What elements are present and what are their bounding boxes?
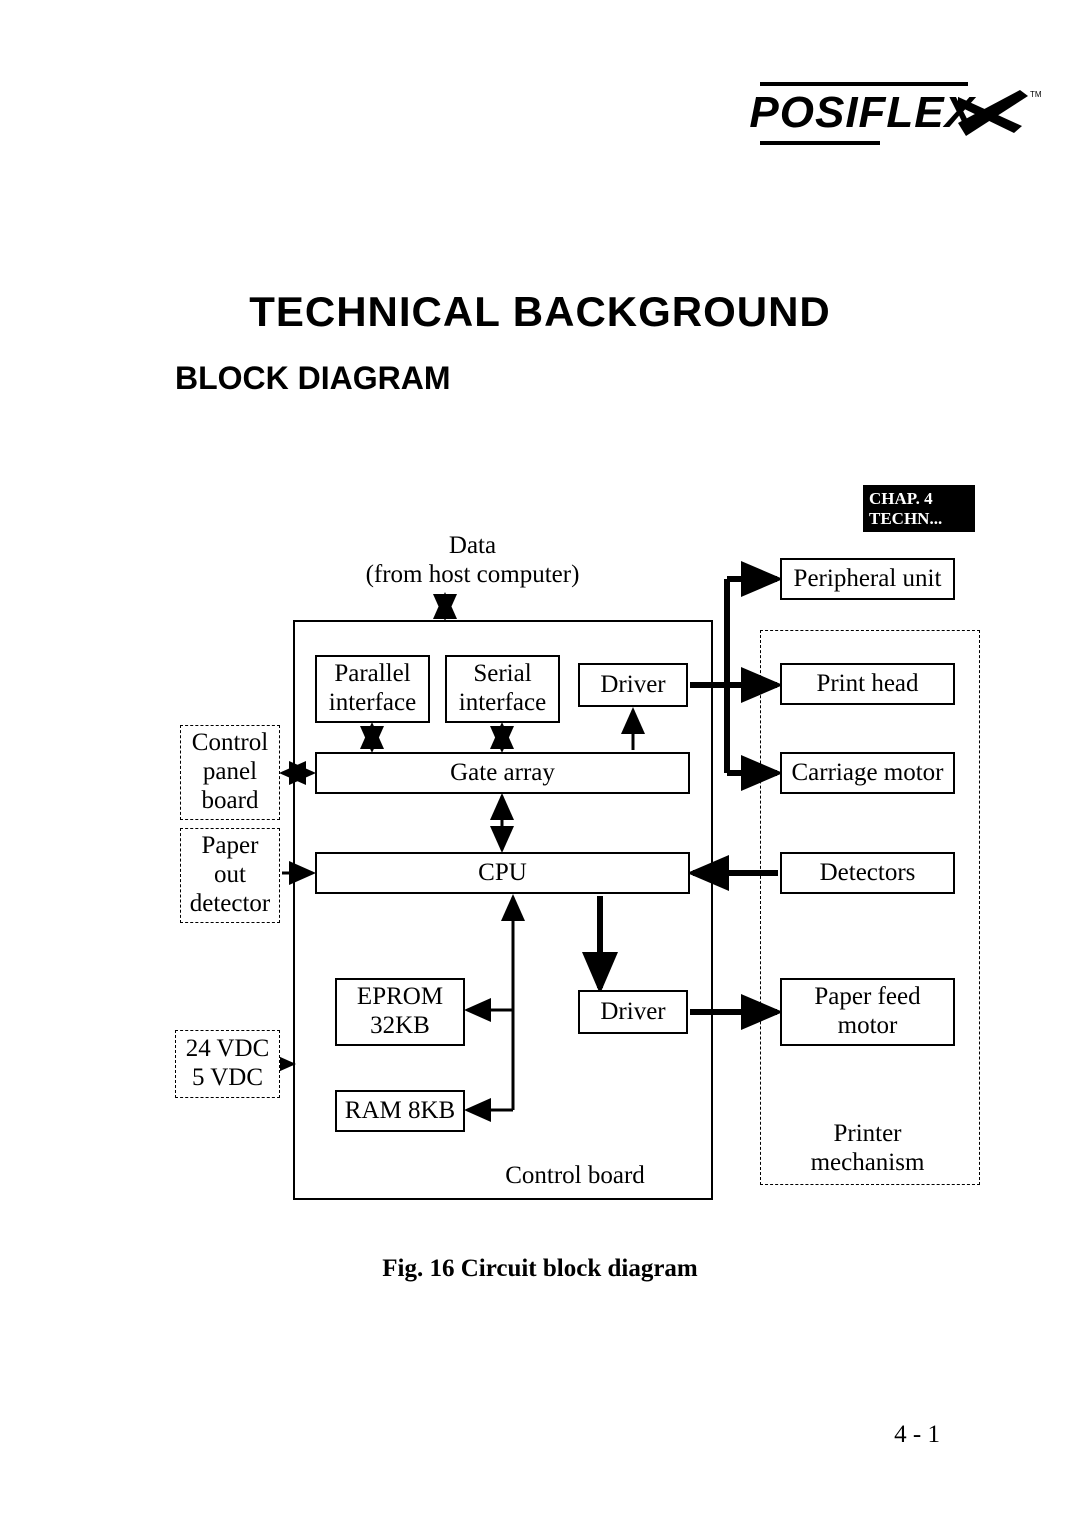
logo-swoosh-icon xyxy=(958,78,1038,148)
data-label-line: Data xyxy=(340,532,605,561)
logo-rule xyxy=(760,82,968,86)
chapter-tab: CHAP. 4 TECHN... xyxy=(863,485,975,532)
chapter-tab-line: TECHN... xyxy=(869,509,969,529)
peripheral-unit-box: Peripheral unit xyxy=(780,558,955,600)
carriage-motor-box: Carriage motor xyxy=(780,752,955,794)
paper-out-detector-box: Paper out detector xyxy=(180,828,280,923)
paper-feed-motor-box: Paper feed motor xyxy=(780,978,955,1046)
logo-rule xyxy=(760,141,880,145)
block-diagram: Data (from host computer) Peripheral uni… xyxy=(175,530,1000,1230)
driver-box: Driver xyxy=(578,990,688,1034)
printer-mechanism-label: Printer mechanism xyxy=(780,1120,955,1178)
page-number: 4 - 1 xyxy=(894,1421,940,1449)
detectors-box: Detectors xyxy=(780,852,955,894)
parallel-interface-box: Parallel interface xyxy=(315,655,430,723)
driver-box: Driver xyxy=(578,663,688,707)
gate-array-box: Gate array xyxy=(315,752,690,794)
chapter-tab-line: CHAP. 4 xyxy=(869,489,969,509)
section-title: BLOCK DIAGRAM xyxy=(175,360,451,397)
ram-box: RAM 8KB xyxy=(335,1090,465,1132)
vdc-supply-box: 24 VDC 5 VDC xyxy=(175,1030,280,1098)
data-source-label: Data (from host computer) xyxy=(340,532,605,590)
data-label-line: (from host computer) xyxy=(340,561,605,590)
trademark-label: TM xyxy=(1030,90,1042,99)
figure-caption: Fig. 16 Circuit block diagram xyxy=(0,1255,1080,1283)
eprom-box: EPROM 32KB xyxy=(335,978,465,1046)
printer-mechanism-frame xyxy=(760,630,980,1185)
serial-interface-box: Serial interface xyxy=(445,655,560,723)
print-head-box: Print head xyxy=(780,663,955,705)
control-board-label: Control board xyxy=(485,1162,665,1191)
control-panel-board-box: Control panel board xyxy=(180,725,280,820)
page-title: TECHNICAL BACKGROUND xyxy=(0,288,1080,336)
brand-logo: POSIFLEX xyxy=(749,88,975,138)
page: POSIFLEX TM TECHNICAL BACKGROUND BLOCK D… xyxy=(0,0,1080,1529)
cpu-box: CPU xyxy=(315,852,690,894)
